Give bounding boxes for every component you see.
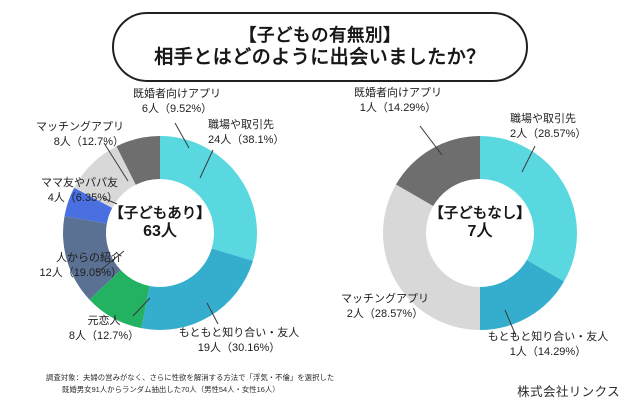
leader-line [206, 302, 219, 325]
donut-slice [74, 146, 136, 208]
slice-label-value: 24人（38.1%） [208, 133, 285, 146]
leader-lines-right [419, 125, 536, 337]
footer-line-2: 既婚男女91人からランダム抽出した70人（男性54人・女性16人） [62, 385, 280, 395]
company-name: 株式会社リンクス [517, 385, 620, 399]
slice-label-name: マッチングアプリ [36, 121, 124, 133]
leader-line [419, 125, 443, 156]
slice-label-value: 6人（9.52%） [141, 102, 213, 115]
leader-line [96, 250, 125, 274]
leader-line [132, 297, 151, 317]
slice-label-value: 1人（14.29%） [509, 345, 587, 358]
slice-label-name: もともと知り合い・友人 [178, 327, 300, 339]
leader-line [102, 197, 118, 205]
slice-label-workplace-left: 職場や取引先 24人（38.1%） [208, 118, 320, 147]
slice-label-value: 2人（28.57%） [510, 127, 587, 140]
donut-svg-right [383, 125, 577, 337]
slice-label-matching-app-right: マッチングアプリ 2人（28.57%） [322, 292, 448, 321]
slice-label-workplace-right: 職場や取引先 2人（28.57%） [510, 112, 634, 141]
slice-label-acquaintance-right: もともと知り合い・友人 1人（14.29%） [468, 330, 628, 359]
donut-slices-right [383, 136, 577, 330]
leader-line [103, 142, 129, 182]
slice-label-value: 8人（12.7%） [68, 329, 140, 342]
leader-lines-left [96, 122, 219, 325]
donut-slice [480, 136, 577, 282]
title-line-2: 相手とはどのように出会いましたか？ [154, 46, 486, 68]
title-banner: 【子どもの有無別】 相手とはどのように出会いましたか？ [112, 12, 528, 82]
slice-label-married-app-right: 既婚者向けアプリ 1人（14.29%） [328, 86, 468, 115]
slice-label-introduction-left: 人からの紹介 12人（19.05%） [0, 251, 122, 280]
slice-label-value: 4人（6.35%） [47, 191, 118, 204]
slice-label-name: 既婚者向けアプリ [354, 87, 442, 99]
leader-line [174, 122, 190, 149]
slice-label-name: マッチングアプリ [341, 293, 429, 305]
slice-label-acquaintance-left: もともと知り合い・友人 19人（30.16%） [163, 326, 315, 355]
slice-label-name: 人からの紹介 [56, 252, 122, 264]
donut-slice [383, 184, 480, 330]
title-pill: 【子どもの有無別】 相手とはどのように出会いましたか？ [112, 12, 528, 82]
donut-slice [63, 216, 121, 300]
slice-label-married-app-left: 既婚者向けアプリ 6人（9.52%） [118, 87, 236, 116]
donut-slice [395, 136, 480, 206]
donut-slice [480, 260, 565, 330]
slice-label-value: 8人（12.7%） [53, 135, 124, 148]
donut-chart-without-children: 【子どもなし】 7人 既婚者向けアプリ 1人（14.29%） 職場や取引先 2人… [320, 86, 640, 378]
slice-label-matching-app-left: マッチングアプリ 8人（12.7%） [2, 120, 124, 149]
slice-label-mom-dad-friends-left: ママ友やパパ友 4人（6.35%） [0, 176, 118, 205]
footer-line-1: 調査対象：夫婦の営みがなく、さらに性欲を解消する方法で「浮気・不倫」を選択した [46, 373, 335, 382]
slice-label-name: ママ友やパパ友 [41, 177, 118, 189]
slice-label-value: 12人（19.05%） [39, 266, 122, 279]
donut-slice [141, 248, 253, 330]
leader-line [504, 309, 517, 337]
leader-line [521, 145, 536, 173]
slice-label-value: 1人（14.29%） [359, 101, 437, 114]
slice-label-value: 2人（28.57%） [346, 307, 424, 320]
leader-line [199, 149, 214, 179]
slice-label-name: 職場や取引先 [510, 113, 576, 125]
donut-slice [64, 187, 113, 224]
slice-label-name: 元恋人 [87, 315, 121, 327]
slice-label-name: もともと知り合い・友人 [487, 331, 609, 343]
footer-note: 調査対象：夫婦の営みがなく、さらに性欲を解消する方法で「浮気・不倫」を選択した … [46, 372, 376, 396]
title-line-1: 【子どもの有無別】 [239, 25, 401, 46]
donut-slice [116, 136, 160, 185]
donut-slices-left [63, 136, 257, 330]
slice-label-ex-lover-left: 元恋人 8人（12.7%） [50, 314, 158, 343]
slice-label-name: 職場や取引先 [208, 119, 274, 131]
slice-label-value: 19人（30.16%） [197, 341, 281, 354]
donut-slice [160, 136, 257, 261]
donut-svg-left [63, 122, 257, 330]
slice-label-name: 既婚者向けアプリ [133, 88, 221, 100]
donut-chart-with-children: 【子どもあり】 63人 既婚者向けアプリ 6人（9.52%） マッチングアプリ … [0, 88, 320, 378]
